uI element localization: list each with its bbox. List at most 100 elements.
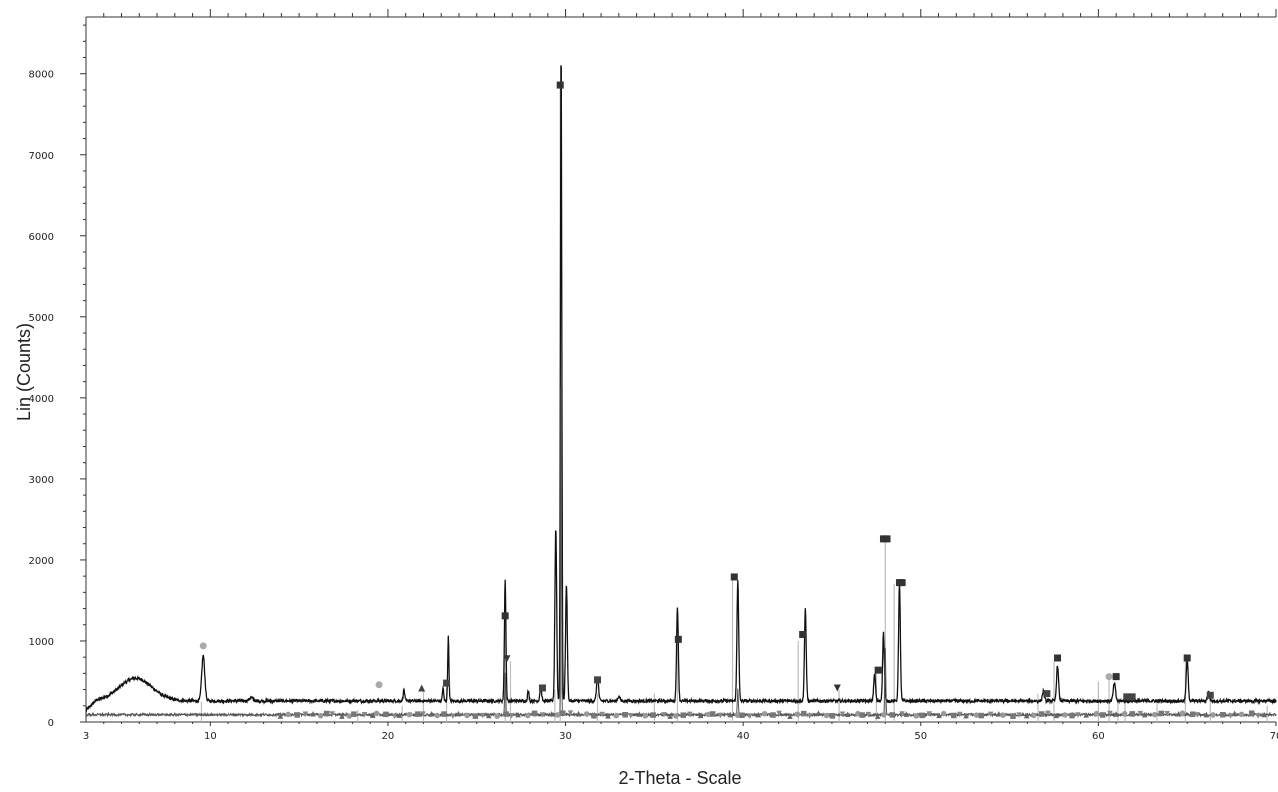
x-tick-label: 10: [204, 731, 217, 742]
phase-marker: [1194, 712, 1201, 718]
peak-marker: [503, 655, 511, 663]
peak-marker: [1054, 654, 1062, 662]
phase-marker: [1164, 711, 1170, 717]
phase-marker: [605, 713, 611, 719]
phase-marker: [1158, 710, 1164, 717]
phase-marker: [926, 711, 933, 717]
phase-marker: [673, 713, 679, 719]
phase-marker: [973, 712, 980, 718]
phase-marker: [1220, 711, 1226, 718]
peak-marker: [199, 642, 207, 650]
phase-marker: [560, 710, 566, 717]
phase-marker: [383, 711, 389, 718]
phase-marker: [472, 713, 479, 719]
x-tick-label: 30: [559, 731, 572, 742]
phase-marker: [1038, 711, 1045, 717]
phase-marker: [705, 711, 712, 718]
phase-marker: [346, 713, 353, 719]
phase-marker: [351, 711, 357, 717]
phase-marker: [829, 713, 836, 719]
peak-marker: [1112, 673, 1120, 681]
y-tick-label: 7000: [29, 151, 54, 162]
series-line: [85, 386, 1277, 718]
phase-marker: [1099, 712, 1106, 718]
phase-marker: [1238, 711, 1245, 718]
phase-marker: [1069, 712, 1075, 719]
x-axis-title: 2-Theta - Scale: [618, 768, 741, 788]
phase-marker: [370, 712, 376, 718]
phase-marker: [1141, 711, 1148, 718]
y-tick-label: 4000: [29, 394, 54, 405]
phase-marker: [717, 712, 724, 719]
phase-marker: [515, 711, 521, 718]
phase-marker: [650, 712, 656, 718]
phase-marker: [951, 712, 957, 719]
peak-marker: [799, 630, 807, 638]
phase-marker: [747, 713, 753, 720]
phase-marker: [1000, 712, 1006, 718]
peak-marker: [538, 684, 546, 692]
phase-marker: [680, 712, 686, 718]
y-tick-label: 5000: [29, 313, 54, 324]
y-tick-label: 6000: [29, 232, 54, 243]
phase-marker: [761, 711, 768, 717]
peak-marker: [375, 681, 383, 689]
phase-marker: [1107, 710, 1113, 717]
phase-marker: [800, 710, 807, 717]
phase-marker: [1175, 710, 1182, 717]
phase-marker: [406, 711, 413, 718]
peak-marker: [1043, 690, 1051, 698]
phase-marker: [889, 712, 896, 718]
y-tick-label: 1000: [29, 637, 54, 648]
phase-marker: [1016, 712, 1022, 718]
phase-marker: [415, 711, 421, 717]
x-tick-label: 50: [914, 731, 927, 742]
phase-marker: [881, 712, 887, 718]
phase-marker: [913, 713, 920, 719]
phase-marker: [508, 713, 515, 719]
phase-marker: [739, 712, 745, 719]
phase-marker: [709, 711, 716, 717]
peak-marker: [418, 684, 426, 692]
phase-marker: [1152, 711, 1158, 718]
phase-marker: [361, 712, 368, 718]
phase-marker: [815, 710, 822, 716]
phase-marker: [455, 710, 462, 717]
phase-marker: [1113, 711, 1119, 717]
phase-marker: [531, 710, 538, 717]
reference-sticks: [200, 85, 1268, 722]
phase-marker: [1261, 711, 1267, 718]
peak-marker: [879, 535, 887, 543]
phase-marker: [956, 711, 963, 718]
phase-marker: [734, 712, 741, 718]
phase-marker: [903, 711, 910, 717]
phase-marker: [1255, 713, 1261, 719]
phase-marker: [823, 712, 830, 719]
phase-marker: [963, 712, 969, 719]
phase-marker: [1010, 713, 1016, 719]
phase-marker: [464, 712, 470, 719]
phase-marker: [627, 713, 634, 719]
phase-marker: [324, 710, 330, 717]
peak-marker: [501, 612, 509, 620]
phase-marker: [844, 711, 851, 718]
y-axis-title: Lin (Counts): [14, 323, 34, 421]
phase-marker: [329, 711, 335, 717]
y-axis: 0 1000 2000 3000 4000 5000 6000 7000 8000: [29, 24, 86, 729]
phase-marker: [277, 713, 284, 719]
phase-marker: [1137, 710, 1144, 717]
phase-marker: [661, 712, 667, 718]
phase-marker: [1045, 710, 1051, 717]
phase-marker: [899, 711, 905, 717]
phase-marker: [373, 710, 380, 717]
x-tick-label: 3: [83, 731, 89, 742]
phase-marker: [787, 713, 793, 720]
phase-marker: [1053, 712, 1059, 719]
phase-marker: [391, 713, 398, 720]
phase-marker: [1203, 711, 1210, 718]
phase-marker: [806, 713, 813, 719]
phase-marker: [697, 712, 704, 719]
phase-marker: [575, 710, 582, 717]
phase-marker: [794, 711, 801, 717]
plot-frame: [85, 16, 1276, 723]
